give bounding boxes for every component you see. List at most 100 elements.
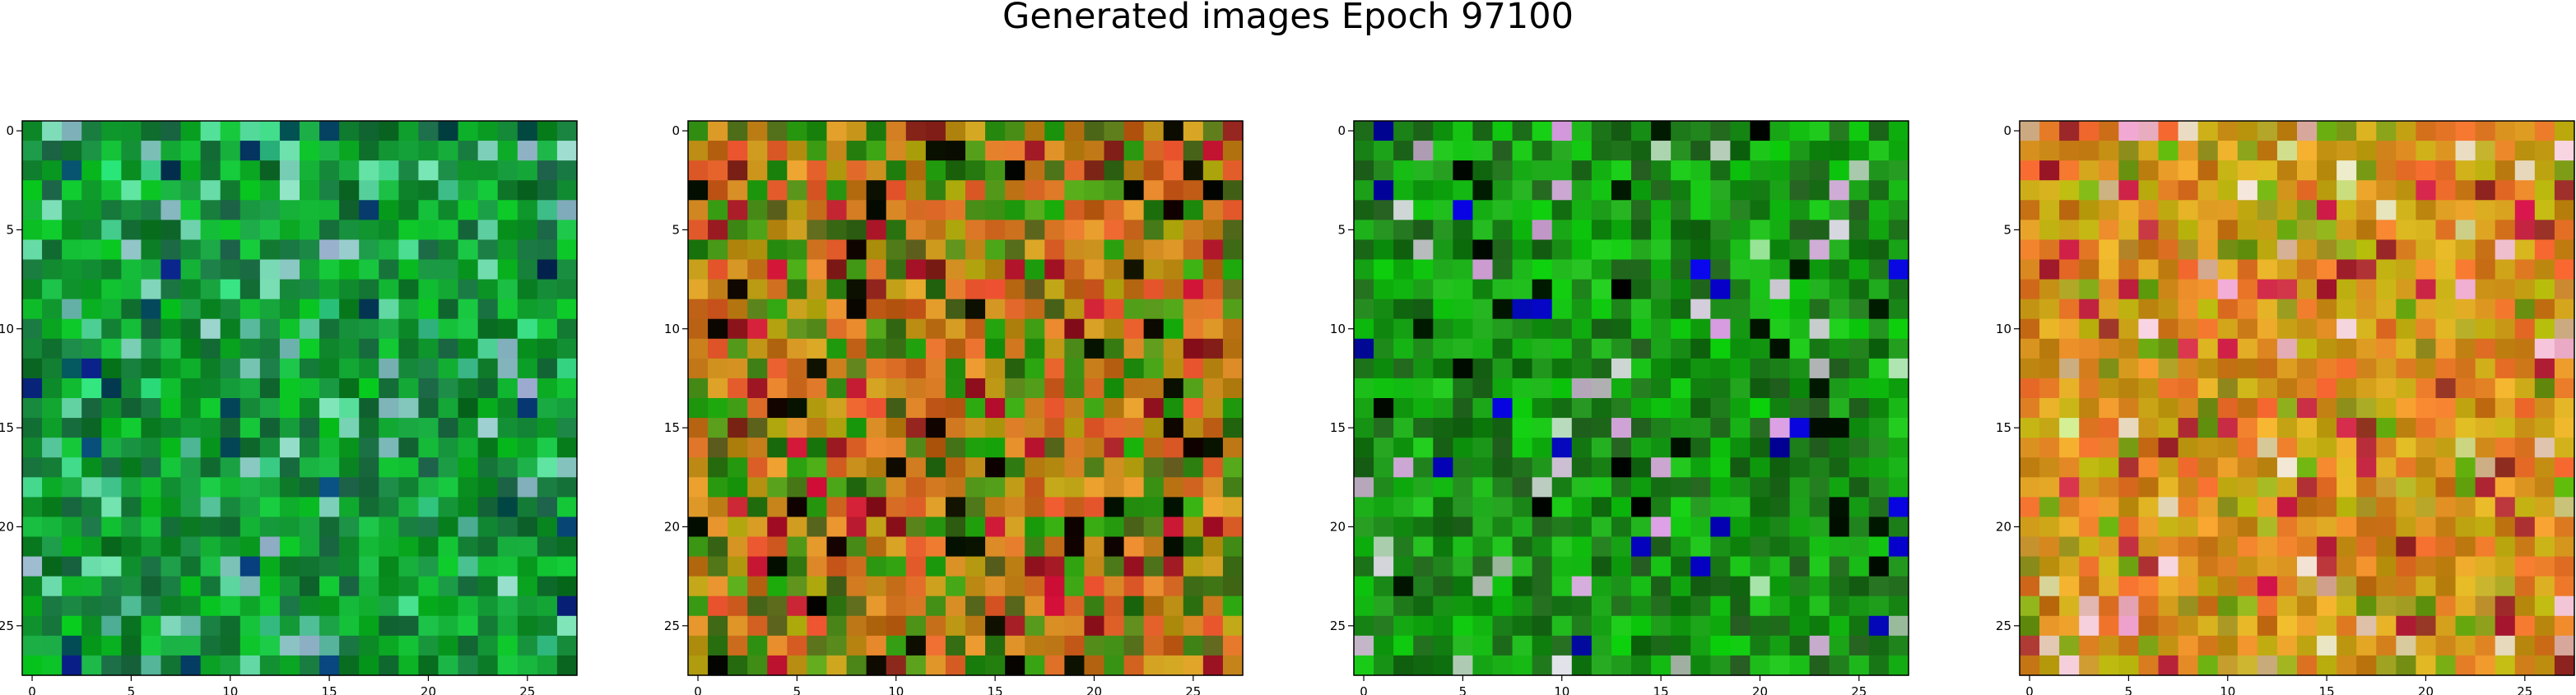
pixel-cell (2118, 615, 2140, 637)
pixel-cell (141, 279, 162, 300)
pixel-cell (2079, 279, 2099, 300)
pixel-cell (2059, 398, 2080, 419)
pixel-cell (438, 497, 459, 518)
pixel-cell (239, 418, 261, 438)
pixel-cell (101, 595, 122, 617)
pixel-cell (458, 418, 479, 438)
pixel-cell (359, 378, 379, 399)
pixel-cell (2376, 398, 2397, 419)
pixel-cell (2376, 318, 2397, 340)
pixel-cell (438, 418, 459, 438)
pixel-cell (220, 121, 241, 141)
pixel-cell (458, 517, 479, 538)
pixel-cell (220, 536, 241, 558)
pixel-cell (398, 318, 420, 340)
pixel-cell (2059, 220, 2080, 241)
pixel-cell (2396, 180, 2417, 201)
pixel-cell (2297, 576, 2318, 597)
pixel-cell (2197, 141, 2219, 161)
pixel-cell (2178, 358, 2199, 379)
pixel-cell (2079, 497, 2099, 518)
pixel-cell (2416, 438, 2437, 458)
pixel-cell (141, 180, 162, 201)
pixel-cell (160, 556, 182, 577)
pixel-cell (2534, 180, 2555, 201)
pixel-cell (220, 418, 241, 438)
pixel-cell (2020, 418, 2040, 438)
pixel-cell (2495, 556, 2516, 577)
pixel-cell (2020, 279, 2040, 300)
pixel-cell (866, 160, 887, 181)
pixel-cell (339, 517, 360, 538)
axes-frame (21, 120, 578, 676)
pixel-cell (2020, 457, 2040, 478)
pixel-cell (2376, 418, 2397, 438)
pixel-cell (339, 121, 360, 141)
pixel-cell (2317, 418, 2337, 438)
pixel-cell (2118, 338, 2140, 359)
pixel-cell (319, 457, 340, 478)
pixel-cell (2237, 279, 2258, 300)
pixel-cell (2416, 338, 2437, 359)
pixel-cell (1044, 180, 1065, 201)
pixel-cell (2337, 517, 2357, 538)
pixel-cell (2138, 220, 2160, 241)
pixel-cell (2416, 180, 2437, 201)
pixel-cell (339, 477, 360, 498)
pixel-cell (747, 200, 768, 220)
pixel-cell (2079, 141, 2099, 161)
pixel-cell (319, 141, 340, 161)
pixel-cell (379, 358, 399, 379)
pixel-cell (101, 299, 122, 320)
pixel-cell (81, 556, 102, 577)
pixel-cell (497, 477, 518, 498)
pixel-cell (2118, 200, 2140, 220)
pixel-cell (886, 141, 907, 161)
pixel-cell (418, 655, 439, 676)
pixel-cell (319, 398, 340, 419)
pixel-cell (259, 279, 281, 300)
pixel-cell (259, 536, 281, 558)
pixel-cell (438, 635, 459, 656)
pixel-cell (2079, 239, 2099, 261)
pixel-cell (62, 477, 82, 498)
pixel-cell (398, 398, 420, 419)
pixel-cell (2554, 398, 2575, 419)
pixel-cell (2514, 655, 2536, 676)
pixel-cell (2276, 576, 2298, 597)
pixel-cell (2356, 438, 2377, 458)
pixel-cell (81, 576, 102, 597)
pixel-cell (2158, 595, 2179, 617)
x-tick-label: 10 (2220, 684, 2235, 695)
pixel-cell (101, 398, 122, 419)
pixel-cell (2514, 318, 2536, 340)
pixel-cell (2138, 141, 2160, 161)
pixel-cell (22, 141, 43, 161)
pixel-cell (101, 477, 122, 498)
pixel-cell (279, 615, 300, 637)
pixel-cell (2337, 576, 2357, 597)
pixel-cell (2514, 338, 2536, 359)
pixel-cell (2197, 239, 2219, 261)
pixel-cell (22, 536, 43, 558)
pixel-cell (2534, 497, 2555, 518)
pixel-cell (160, 141, 182, 161)
pixel-cell (180, 497, 202, 518)
pixel-cell (556, 477, 578, 498)
pixel-cell (279, 220, 300, 241)
pixel-cell (2059, 358, 2080, 379)
pixel-cell (220, 338, 241, 359)
pixel-cell (2455, 239, 2476, 261)
pixel-cell (2059, 418, 2080, 438)
pixel-cell (2416, 239, 2437, 261)
pixel-cell (101, 418, 122, 438)
pixel-cell (556, 220, 578, 241)
pixel-cell (2197, 299, 2219, 320)
pixel-cell (2495, 338, 2516, 359)
pixel-cell (2158, 635, 2179, 656)
pixel-cell (220, 239, 241, 261)
pixel-cell (2455, 615, 2476, 637)
pixel-cell (220, 220, 241, 241)
pixel-cell (220, 438, 241, 458)
pixel-cell (42, 517, 63, 538)
